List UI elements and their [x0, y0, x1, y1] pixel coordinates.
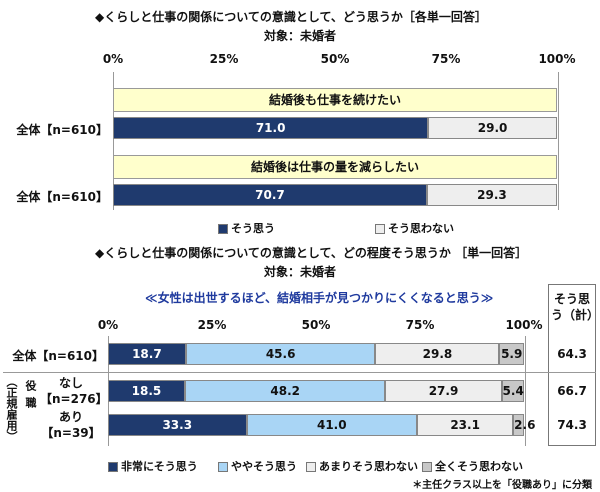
- tick-label: 50%: [320, 52, 350, 66]
- footnote: ＊主任クラス以上を「役職あり」に分類: [412, 480, 592, 491]
- bar-segment: 29.0: [428, 117, 557, 139]
- total-column: そう思う（計）: [548, 284, 600, 446]
- legend-label: 非常にそう思う: [121, 460, 198, 473]
- tick-label: 0%: [97, 318, 119, 332]
- legend-swatch: [108, 462, 118, 472]
- bar-value-label: 2.6: [514, 418, 536, 432]
- bar-segment: 2.6: [513, 414, 536, 436]
- bar-value-label: 70.7: [255, 188, 285, 202]
- bar-segment: 18.5: [108, 380, 185, 402]
- row-divider: [3, 372, 596, 373]
- bar-value-label: 18.7: [132, 347, 162, 361]
- total-value: 64.3: [557, 347, 587, 361]
- bar-segment: 45.6: [185, 343, 376, 365]
- total-value: 66.7: [557, 384, 587, 398]
- row-label: 全体【n=610】: [16, 190, 108, 204]
- bar-segment: 27.9: [385, 380, 502, 402]
- row-label: 全体【n=610】: [16, 123, 108, 137]
- legend-label: そう思わない: [388, 222, 454, 235]
- bar-segment: 70.7: [113, 184, 427, 206]
- group-label: （正規雇用）: [5, 376, 18, 442]
- bar-value-label: 41.0: [316, 418, 347, 432]
- chart2-subtitle: 対象：未婚者: [264, 265, 337, 279]
- tick-label: 25%: [197, 318, 227, 332]
- row-banner: 結婚後は仕事の量を減らしたい: [113, 155, 557, 179]
- bar-segment: 23.1: [417, 414, 514, 436]
- row-label: あり: [58, 410, 83, 424]
- group-bracket: （正規雇用）: [3, 376, 21, 442]
- row-label: 全体【n=610】: [12, 349, 104, 363]
- tick-label: 100%: [505, 318, 543, 332]
- tick-label: 0%: [102, 52, 124, 66]
- legend-swatch: [422, 462, 432, 472]
- bar-value-label: 29.0: [477, 121, 508, 135]
- tick-label: 75%: [431, 52, 461, 66]
- bar-value-label: 48.2: [270, 384, 300, 398]
- tick-label: 25%: [209, 52, 239, 66]
- legend-label: あまりそう思わない: [319, 460, 418, 473]
- bar-segment: 5.4: [501, 380, 524, 402]
- chart2-legend-item-4: 全くそう思わない: [422, 458, 523, 474]
- chart2-legend-item-1: 非常にそう思う: [108, 458, 198, 474]
- legend-label: 全くそう思わない: [435, 460, 523, 473]
- legend-label: そう思う: [231, 222, 275, 235]
- chart1-legend-item-no: そう思わない: [375, 220, 454, 236]
- plot-frame: [113, 72, 559, 210]
- group-name: 役職: [22, 380, 37, 430]
- bar-value-label: 33.3: [162, 418, 193, 432]
- bar-value-label: 29.3: [477, 188, 507, 202]
- row-label-n: 【n=276】: [40, 392, 108, 406]
- bar-value-label: 29.8: [422, 347, 453, 361]
- tick-label: 100%: [538, 52, 576, 66]
- tick-label: 75%: [405, 318, 435, 332]
- bar-value-label: 71.0: [255, 121, 286, 135]
- chart2-legend-item-3: あまりそう思わない: [306, 458, 418, 474]
- bar-value-label: 27.9: [428, 384, 459, 398]
- bar-segment: 71.0: [113, 117, 429, 139]
- chart2-title: ◆くらしと仕事の関係についての意識として、どの程度そう思うか ［単一回答］: [95, 246, 528, 260]
- legend-swatch: [306, 462, 316, 472]
- bar-value-label: 23.1: [450, 418, 480, 432]
- bar-value-label: 18.5: [131, 384, 162, 398]
- total-header: そう思う（計）: [551, 292, 600, 322]
- bar-segment: 29.8: [375, 343, 500, 365]
- bar-segment: 41.0: [246, 414, 418, 436]
- group-name-text: 役職: [24, 380, 37, 414]
- bar-segment: 5.9: [499, 343, 524, 365]
- tick-label: 50%: [301, 318, 331, 332]
- legend-swatch: [218, 462, 228, 472]
- row-label: なし: [58, 376, 83, 390]
- chart2-legend-item-2: ややそう思う: [218, 458, 297, 474]
- bar-value-label: 5.4: [502, 384, 524, 398]
- chart2-banner: ≪女性は出世するほど、結婚相手が見つかりにくくなると思う≫: [145, 291, 494, 305]
- bar-value-label: 45.6: [265, 347, 296, 361]
- row-banner: 結婚後も仕事を続けたい: [113, 88, 557, 112]
- chart1-legend-item-yes: そう思う: [218, 220, 275, 236]
- total-value: 74.3: [557, 418, 587, 432]
- chart1-subtitle: 対象：未婚者: [264, 29, 337, 43]
- bar-segment: 48.2: [184, 380, 386, 402]
- chart1-title: ◆くらしと仕事の関係についての意識として、どう思うか［各単一回答］: [95, 10, 487, 24]
- bar-value-label: 5.9: [501, 347, 523, 361]
- legend-swatch: [218, 224, 228, 234]
- row-label-n: 【n=39】: [41, 426, 101, 440]
- bar-segment: 33.3: [108, 414, 247, 436]
- legend-swatch: [375, 224, 385, 234]
- bar-segment: 18.7: [108, 343, 186, 365]
- legend-label: ややそう思う: [231, 460, 297, 473]
- bar-segment: 29.3: [426, 184, 557, 206]
